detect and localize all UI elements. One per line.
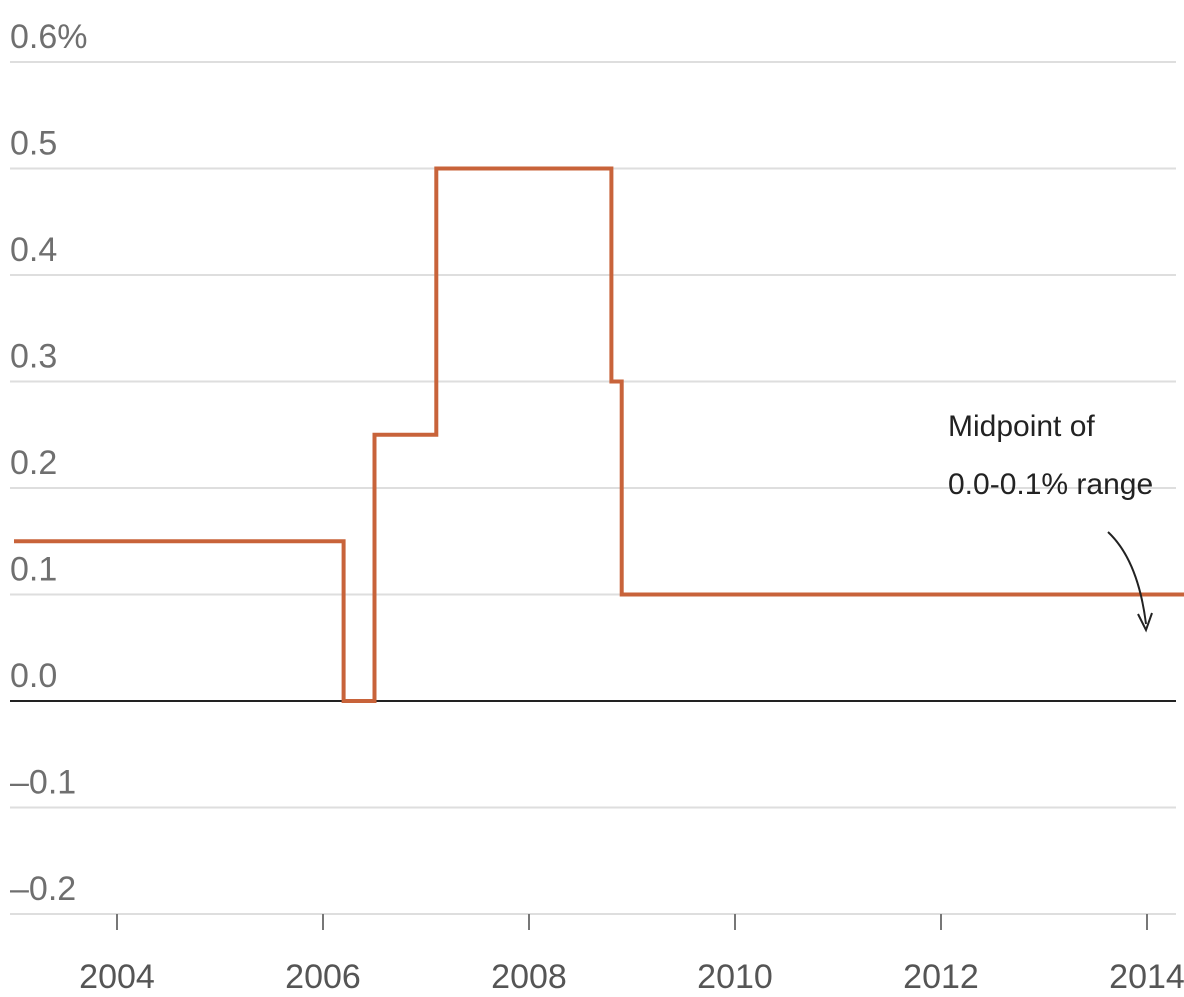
y-tick-label: 0.2 [10, 444, 57, 482]
y-tick-label: 0.3 [10, 338, 57, 376]
x-tick-label: 2004 [79, 958, 155, 996]
y-tick-label: 0.5 [10, 125, 57, 163]
x-axis: 2004200620082010201220142016201820202022… [79, 914, 1184, 996]
x-tick-label: 2006 [285, 958, 361, 996]
annotation-arrow [1107, 531, 1147, 625]
x-tick-label: 2010 [697, 958, 773, 996]
x-tick-label: 2014 [1109, 958, 1184, 996]
y-tick-label: 0.6% [10, 18, 88, 56]
y-tick-label: 0.1 [10, 551, 57, 589]
annotation: Midpoint of 0.0-0.1% range [948, 410, 1153, 633]
y-tick-label: –0.2 [10, 870, 76, 908]
series-line [14, 166, 1184, 703]
y-axis-labels: 0.6% 0.5 0.4 0.3 0.2 0.1 0.0 –0.1 –0.2 [10, 18, 88, 908]
annotation-line-2: 0.0-0.1% range [948, 468, 1153, 501]
annotation-arrowhead [1137, 612, 1153, 633]
gridlines [10, 61, 1176, 915]
x-tick-label: 2012 [903, 958, 979, 996]
y-tick-label: 0.4 [10, 231, 57, 269]
series-layer [14, 166, 1184, 703]
x-tick-label: 2008 [491, 958, 567, 996]
annotation-line-1: Midpoint of [948, 410, 1095, 443]
y-tick-label: 0.0 [10, 657, 57, 695]
y-tick-label: –0.1 [10, 764, 76, 802]
